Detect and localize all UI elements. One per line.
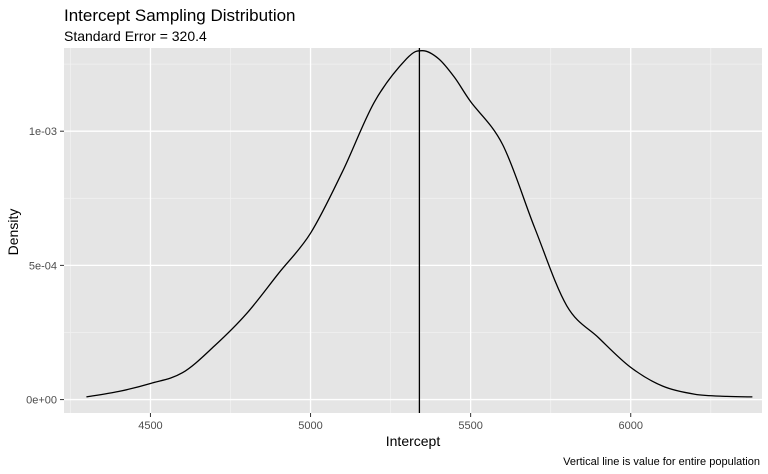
plot-panel	[64, 48, 762, 413]
y-tick-labels: 0e+00 5e-04 1e-03	[26, 126, 57, 406]
x-tick-label: 4500	[138, 420, 162, 432]
chart-caption: Vertical line is value for entire popula…	[563, 456, 760, 468]
x-axis-title: Intercept	[386, 433, 441, 449]
x-tick-label: 5500	[458, 420, 482, 432]
minor-gridlines	[64, 48, 762, 413]
x-tick-labels: 4500 5000 5500 6000	[138, 420, 643, 432]
x-tick-label: 6000	[618, 420, 642, 432]
y-axis-title: Density	[5, 209, 21, 256]
y-tick-label: 5e-04	[29, 260, 57, 272]
y-tick-label: 1e-03	[29, 126, 57, 138]
density-curve	[86, 50, 753, 398]
x-tick-label: 5000	[298, 420, 322, 432]
major-gridlines	[64, 48, 762, 413]
chart-title: Intercept Sampling Distribution	[64, 6, 296, 25]
y-tick-label: 0e+00	[26, 395, 57, 407]
chart-subtitle: Standard Error = 320.4	[64, 28, 207, 44]
axis-ticks	[60, 130, 632, 417]
